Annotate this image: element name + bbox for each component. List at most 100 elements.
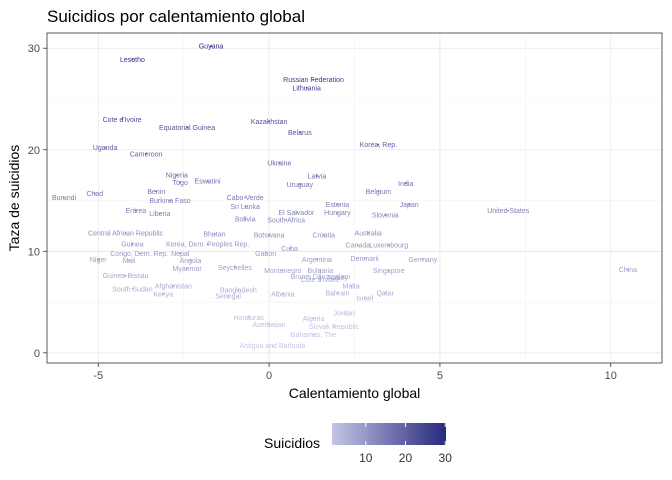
point-marker bbox=[312, 78, 315, 81]
point-label: Luxembourg bbox=[369, 243, 408, 250]
data-point: Burundi bbox=[52, 195, 77, 202]
point-label: Slovak Republic bbox=[309, 324, 360, 331]
point-marker bbox=[384, 292, 387, 294]
data-point: Bahamas, The bbox=[291, 332, 337, 339]
point-marker bbox=[312, 317, 315, 320]
point-label: Bahrain bbox=[325, 290, 349, 297]
y-tick-label: 0 bbox=[34, 348, 40, 360]
data-point: Argentina bbox=[302, 257, 332, 264]
data-point: Honduras bbox=[233, 315, 264, 322]
data-point: Cote d'Ivoire bbox=[301, 277, 340, 284]
point-marker bbox=[169, 199, 171, 202]
point-marker bbox=[336, 292, 339, 294]
point-label: Denmark bbox=[351, 256, 380, 263]
point-label: Lesotho bbox=[120, 57, 145, 64]
point-marker bbox=[268, 120, 270, 123]
point-label: Burkina Faso bbox=[149, 198, 190, 205]
point-marker bbox=[121, 118, 124, 121]
data-point: Bangladesh bbox=[220, 287, 257, 294]
legend-tick-label: 20 bbox=[399, 451, 413, 465]
data-point: Hungary bbox=[324, 210, 351, 217]
point-label: Canada bbox=[346, 243, 371, 250]
point-label: Cote d'Ivoire bbox=[301, 277, 340, 284]
point-marker bbox=[305, 86, 308, 89]
point-marker bbox=[186, 126, 188, 129]
point-marker bbox=[155, 190, 158, 193]
point-marker bbox=[357, 244, 359, 247]
x-tick-label: 5 bbox=[437, 370, 443, 382]
data-point: Azerbaijan bbox=[253, 322, 286, 329]
point-label: South Africa bbox=[267, 217, 305, 224]
point-marker bbox=[367, 232, 370, 234]
point-marker bbox=[158, 212, 161, 215]
data-point: Qatar bbox=[376, 290, 394, 297]
point-label: Montenegro bbox=[264, 268, 301, 275]
data-point: India bbox=[398, 181, 413, 188]
point-marker bbox=[131, 58, 134, 61]
point-marker bbox=[319, 269, 322, 272]
point-label: Honduras bbox=[233, 315, 264, 322]
x-tick-label: -5 bbox=[93, 370, 103, 382]
point-label: Slovenia bbox=[372, 212, 399, 219]
point-label: Nigeria bbox=[166, 173, 188, 180]
point-marker bbox=[319, 275, 322, 278]
point-label: El Salvador bbox=[279, 210, 315, 217]
point-marker bbox=[131, 243, 134, 246]
data-point: Brunei Darussalam bbox=[291, 274, 351, 281]
point-marker bbox=[124, 274, 127, 277]
point-label: Malta bbox=[343, 283, 360, 290]
point-label: Cote d'Ivoire bbox=[103, 117, 142, 124]
point-label: Brunei Darussalam bbox=[291, 274, 351, 281]
data-point: Denmark bbox=[351, 256, 380, 263]
point-marker bbox=[384, 213, 387, 216]
data-point: Lesotho bbox=[120, 57, 145, 64]
point-marker bbox=[312, 333, 315, 336]
legend-colorbar bbox=[332, 423, 446, 445]
point-label: Cabo Verde bbox=[227, 195, 264, 202]
data-point: Eswatini bbox=[195, 179, 222, 186]
data-point: El Salvador bbox=[279, 210, 315, 217]
point-marker bbox=[128, 259, 130, 262]
point-marker bbox=[210, 45, 212, 48]
point-marker bbox=[93, 192, 96, 195]
data-point: South Africa bbox=[267, 217, 305, 224]
point-label: Afghanistan bbox=[155, 283, 192, 290]
data-point: Congo, Dem. Rep. bbox=[110, 251, 168, 258]
data-point: Japan bbox=[400, 202, 419, 209]
point-marker bbox=[288, 247, 291, 250]
data-point: Australia bbox=[355, 231, 382, 238]
data-point: Equatorial Guinea bbox=[159, 125, 215, 132]
data-point: United States bbox=[487, 208, 530, 215]
data-point: Latvia bbox=[308, 174, 327, 181]
point-marker bbox=[175, 174, 178, 177]
point-label: Niger bbox=[90, 257, 107, 264]
point-marker bbox=[63, 196, 65, 199]
chart-title: Suicidios por calentamiento global bbox=[47, 7, 305, 26]
point-marker bbox=[387, 244, 390, 247]
point-label: Cameroon bbox=[130, 151, 163, 158]
data-point: Guyana bbox=[199, 44, 224, 51]
point-marker bbox=[227, 295, 229, 297]
data-point: Algeria bbox=[303, 316, 325, 323]
data-point: China bbox=[619, 267, 637, 274]
point-marker bbox=[244, 205, 247, 208]
point-label: Antigua and Barbuda bbox=[240, 343, 306, 350]
point-label: Guyana bbox=[199, 44, 224, 51]
data-point: Guinea-Bissau bbox=[103, 273, 149, 280]
data-point: Antigua and Barbuda bbox=[240, 343, 306, 350]
data-point: Cameroon bbox=[130, 151, 163, 158]
legend-title: Suicidios bbox=[264, 435, 320, 451]
data-point: Canada bbox=[346, 243, 371, 250]
point-label: Benin bbox=[147, 189, 165, 196]
point-label: Bangladesh bbox=[220, 287, 257, 294]
data-point: Gabon bbox=[255, 251, 276, 258]
point-label: Hungary bbox=[324, 210, 351, 217]
point-label: Latvia bbox=[308, 174, 327, 181]
point-marker bbox=[336, 276, 339, 279]
point-label: China bbox=[619, 267, 637, 274]
point-marker bbox=[343, 312, 346, 315]
y-tick-label: 10 bbox=[28, 246, 40, 258]
point-label: Cuba bbox=[281, 246, 298, 253]
point-marker bbox=[298, 131, 301, 134]
